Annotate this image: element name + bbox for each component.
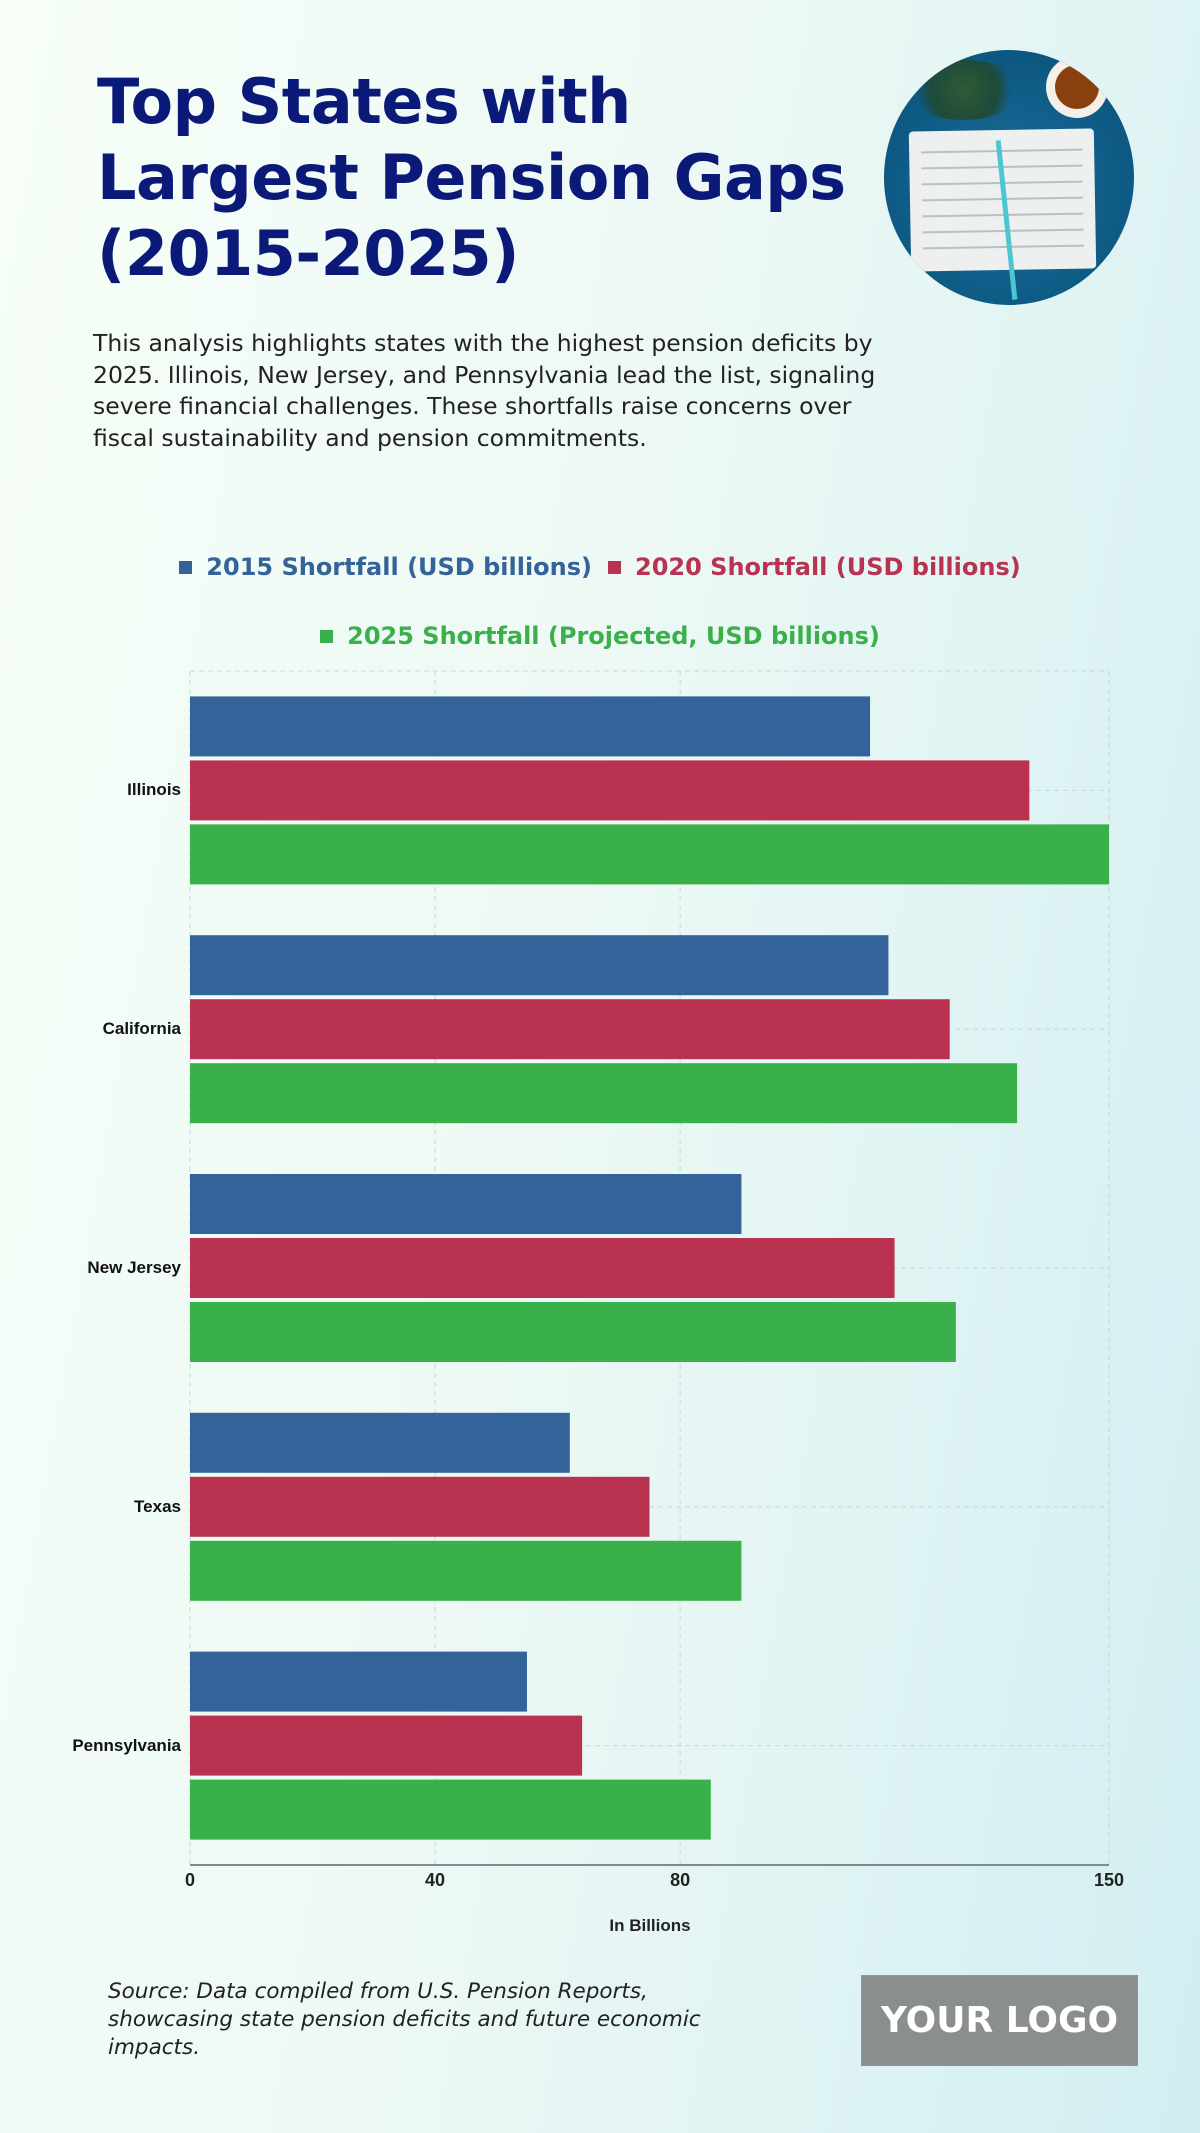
bar-illinois-0 [190, 696, 871, 757]
x-axis-label: In Billions [609, 1916, 691, 1935]
bar-new-jersey-0 [190, 1174, 742, 1234]
bar-new-jersey-1 [190, 1238, 895, 1298]
source-note: Source: Data compiled from U.S. Pension … [108, 1979, 701, 2060]
legend-swatch-2015 [179, 560, 193, 574]
legend-item-2025: 2025 Shortfall (Projected, USD billions) [320, 622, 880, 650]
x-tick-label: 0 [184, 1870, 196, 1890]
category-label: New Jersey [87, 1258, 181, 1277]
legend-item-2020: 2020 Shortfall (USD billions) [608, 553, 1021, 581]
bar-pennsylvania-0 [190, 1651, 527, 1712]
bar-california-1 [190, 999, 950, 1060]
bar-new-jersey-2 [190, 1302, 956, 1362]
header-photo [884, 50, 1134, 305]
legend-swatch-2020 [608, 560, 621, 574]
category-label: Pennsylvania [72, 1735, 181, 1755]
category-label: California [102, 1019, 181, 1039]
bar-illinois-1 [190, 760, 1030, 821]
bar-pennsylvania-1 [190, 1715, 583, 1776]
category-label: Texas [134, 1496, 181, 1516]
category-label: Illinois [127, 780, 181, 800]
legend-swatch-2025 [320, 629, 334, 643]
tea-cup [1046, 56, 1108, 118]
legend-label-2020: 2020 Shortfall (USD billions) [635, 553, 1021, 581]
legend-label-2015: 2015 Shortfall (USD billions) [206, 553, 592, 581]
legend-item-2015: 2015 Shortfall (USD billions) [179, 553, 592, 581]
x-tick-label: 150 [1093, 1870, 1125, 1890]
legend-row-2: 2025 Shortfall (Projected, USD billions) [0, 622, 1200, 650]
bar-illinois-2 [190, 824, 1109, 885]
bar-california-0 [190, 935, 889, 996]
description: This analysis highlights states with the… [93, 329, 876, 452]
bar-texas-2 [190, 1540, 742, 1601]
x-tick-label: 80 [670, 1870, 691, 1890]
bar-pennsylvania-2 [190, 1779, 711, 1840]
plant-leaves [904, 60, 1024, 120]
logo-placeholder: YOUR LOGO [861, 1975, 1138, 2066]
page-title: Top States with Largest Pension Gaps (20… [97, 65, 846, 290]
bar-texas-1 [190, 1476, 650, 1537]
legend: 2015 Shortfall (USD billions) 2020 Short… [0, 553, 1200, 581]
bar-texas-0 [190, 1412, 570, 1473]
x-tick-label: 40 [425, 1870, 446, 1890]
bar-california-2 [190, 1063, 1018, 1124]
legend-label-2025: 2025 Shortfall (Projected, USD billions) [347, 622, 880, 650]
